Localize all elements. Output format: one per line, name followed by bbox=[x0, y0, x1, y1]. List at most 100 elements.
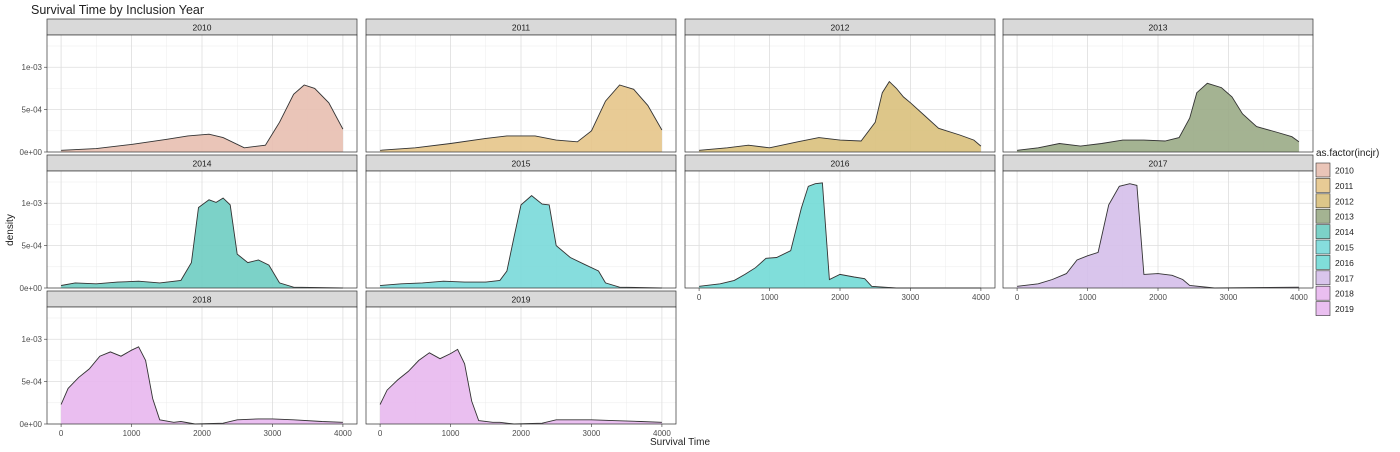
legend-key-2014 bbox=[1315, 224, 1331, 239]
strip-label-2017: 2017 bbox=[1149, 159, 1168, 169]
y-tick-label: 0e+00 bbox=[20, 420, 43, 429]
legend-key-2019 bbox=[1315, 301, 1331, 316]
strip-label-2019: 2019 bbox=[512, 295, 531, 305]
y-tick-label: 1e-03 bbox=[22, 335, 43, 344]
density-line-2015 bbox=[380, 195, 662, 289]
strip-label-2012: 2012 bbox=[831, 23, 850, 33]
legend-key-2016 bbox=[1315, 255, 1331, 270]
density-area-2011 bbox=[380, 85, 662, 152]
legend-label-2018: 2018 bbox=[1335, 289, 1354, 299]
panel-2018: 2018 0e+00 5e-04 1e-03 0 1000 2000 3000 4000 bbox=[20, 290, 358, 438]
x-tick-label: 0 bbox=[59, 429, 64, 438]
x-tick-label: 1000 bbox=[1079, 293, 1097, 302]
x-tick-label: 3000 bbox=[264, 429, 282, 438]
strip-label-2016: 2016 bbox=[831, 159, 850, 169]
panel-border bbox=[46, 34, 358, 153]
y-tick-label: 1e-03 bbox=[22, 63, 43, 72]
density-line-2017 bbox=[1017, 183, 1299, 289]
x-tick-label: 2000 bbox=[831, 293, 849, 302]
density-line-2010 bbox=[61, 84, 344, 151]
legend: as.factor(incjr) 2010 2011 2012 2013 2014 201… bbox=[1315, 148, 1379, 316]
y-tick-label: 5e-04 bbox=[22, 106, 43, 115]
legend-label-2011: 2011 bbox=[1335, 181, 1354, 191]
chart-title: Survival Time by Inclusion Year bbox=[31, 3, 204, 17]
y-tick-label: 5e-04 bbox=[22, 242, 43, 251]
x-tick-label: 1000 bbox=[761, 293, 779, 302]
x-tick-label: 0 bbox=[697, 293, 702, 302]
density-area-2015 bbox=[380, 195, 662, 288]
legend-key-2017 bbox=[1315, 270, 1331, 286]
strip-label-2011: 2011 bbox=[512, 23, 531, 33]
x-tick-label: 4000 bbox=[334, 429, 352, 438]
legend-key-2013 bbox=[1315, 208, 1331, 224]
density-area-2018 bbox=[61, 346, 343, 424]
density-line-2013 bbox=[1017, 82, 1300, 151]
x-tick-label: 2000 bbox=[193, 429, 211, 438]
x-axis-title: Survival Time bbox=[650, 437, 710, 448]
y-tick-label: 1e-03 bbox=[22, 199, 43, 208]
strip-label-2018: 2018 bbox=[193, 295, 212, 305]
density-area-2012 bbox=[699, 81, 981, 152]
x-tick-label: 2000 bbox=[1149, 293, 1167, 302]
density-line-2016 bbox=[699, 182, 981, 289]
density-area-2013 bbox=[1017, 83, 1299, 152]
legend-label-2012: 2012 bbox=[1335, 196, 1354, 206]
legend-key-2018 bbox=[1315, 285, 1331, 301]
strip-label-2010: 2010 bbox=[193, 23, 212, 33]
legend-label-2010: 2010 bbox=[1335, 166, 1354, 176]
density-area-2017 bbox=[1017, 183, 1299, 288]
density-line-2012 bbox=[699, 80, 982, 151]
density-line-2019 bbox=[379, 348, 662, 425]
y-axis-title: density bbox=[5, 214, 16, 246]
panel-2019: 2019 0 1000 2000 3000 4000 bbox=[365, 290, 677, 438]
density-line-2018 bbox=[60, 346, 343, 425]
legend-label-2014: 2014 bbox=[1335, 227, 1354, 237]
density-line-2014 bbox=[61, 197, 343, 289]
panel-2012: 2012 bbox=[684, 18, 996, 153]
panel-2010: 2010 0e+00 5e-04 1e-03 bbox=[20, 18, 358, 157]
y-tick-label: 0e+00 bbox=[20, 284, 43, 293]
strip-label-2014: 2014 bbox=[193, 159, 212, 169]
strip-label-2013: 2013 bbox=[1149, 23, 1168, 33]
x-tick-label: 3000 bbox=[1220, 293, 1238, 302]
density-line-2011 bbox=[380, 84, 663, 151]
x-tick-label: 3000 bbox=[902, 293, 920, 302]
strip-label-2015: 2015 bbox=[512, 159, 531, 169]
density-area-2010 bbox=[61, 85, 343, 152]
panel-border bbox=[684, 34, 996, 153]
panel-border bbox=[365, 34, 677, 153]
y-tick-label: 5e-04 bbox=[22, 378, 43, 387]
x-tick-label: 0 bbox=[378, 429, 383, 438]
x-tick-label: 4000 bbox=[1290, 293, 1308, 302]
legend-label-2017: 2017 bbox=[1335, 273, 1354, 283]
legend-key-2011 bbox=[1315, 178, 1331, 193]
panel-2011: 2011 bbox=[365, 18, 677, 153]
panel-2015: 2015 bbox=[365, 154, 677, 289]
legend-label-2013: 2013 bbox=[1335, 212, 1354, 222]
x-tick-label: 0 bbox=[1015, 293, 1020, 302]
x-tick-label: 2000 bbox=[512, 429, 530, 438]
panel-border bbox=[365, 170, 677, 289]
y-tick-label: 0e+00 bbox=[20, 148, 43, 157]
density-area-2016 bbox=[699, 182, 981, 288]
legend-label-2015: 2015 bbox=[1335, 243, 1354, 253]
legend-key-2010 bbox=[1315, 162, 1331, 178]
facet-panels: 2010 0e+00 5e-04 1e-03 2011 2012 2013 2014 0e+00… bbox=[20, 18, 1314, 438]
x-tick-label: 3000 bbox=[583, 429, 601, 438]
density-area-2019 bbox=[380, 349, 662, 424]
x-tick-label: 1000 bbox=[123, 429, 141, 438]
panel-border bbox=[46, 170, 358, 289]
panel-2013: 2013 bbox=[1002, 18, 1314, 153]
legend-label-2019: 2019 bbox=[1335, 304, 1354, 314]
panel-2017: 2017 0 1000 2000 3000 4000 bbox=[1002, 154, 1314, 302]
x-tick-label: 1000 bbox=[442, 429, 460, 438]
x-tick-label: 4000 bbox=[972, 293, 990, 302]
panel-2016: 2016 0 1000 2000 3000 4000 bbox=[684, 154, 996, 302]
legend-label-2016: 2016 bbox=[1335, 258, 1354, 268]
panel-2014: 2014 0e+00 5e-04 1e-03 bbox=[20, 154, 358, 293]
legend-key-2015 bbox=[1315, 239, 1331, 255]
x-tick-label: 4000 bbox=[653, 429, 671, 438]
legend-key-2012 bbox=[1315, 193, 1331, 209]
density-area-2014 bbox=[61, 198, 343, 288]
